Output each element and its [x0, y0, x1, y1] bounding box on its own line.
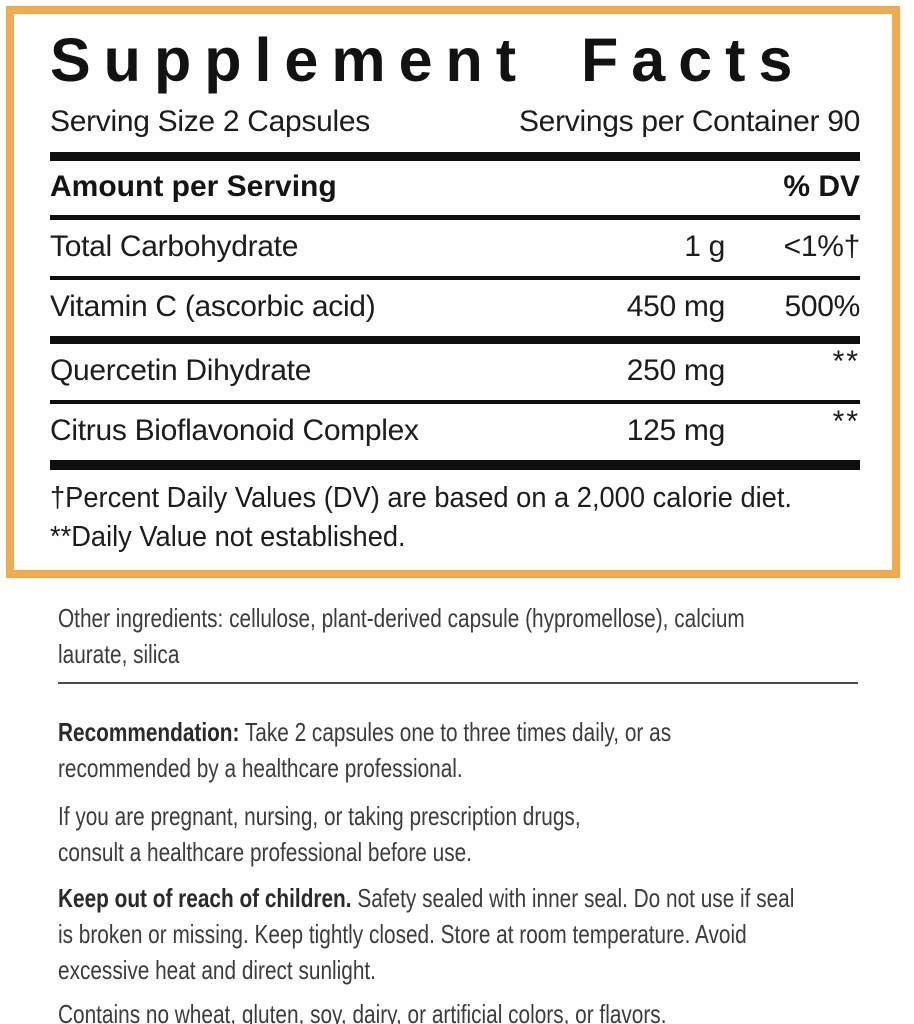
nutrient-dv: 500% — [784, 290, 860, 323]
serving-info-row: Serving Size 2 Capsules Servings per Con… — [50, 104, 860, 140]
other-ingredients-text: Other ingredients: cellulose, plant-deri… — [58, 603, 745, 669]
servings-per-container-text: Servings per Container 90 — [518, 105, 860, 138]
table-row-quercetin-dihydrate: Quercetin Dihydrate 250 mg ** — [50, 344, 860, 400]
section-divider-line — [58, 682, 858, 684]
nutrient-amount: 1 g — [684, 230, 725, 263]
recommendation-label: Recommendation: — [58, 717, 240, 747]
amount-per-serving-header: Amount per Serving — [50, 170, 337, 203]
supplement-info-section: Other ingredients: cellulose, plant-deri… — [58, 600, 858, 1024]
nutrient-name: Quercetin Dihydrate — [50, 354, 312, 387]
divider-thin — [50, 276, 860, 280]
divider-thick-bottom — [50, 460, 860, 470]
nutrient-amount: 250 mg — [626, 354, 726, 387]
allergen-statement-text: Contains no wheat, gluten, soy, dairy, o… — [58, 999, 667, 1024]
serving-size-text: Serving Size 2 Capsules — [50, 105, 370, 138]
nutrient-amount: 450 mg — [626, 290, 726, 323]
panel-title: Supplement Facts — [50, 26, 806, 94]
percent-dv-header: % DV — [783, 170, 860, 203]
divider-thick-top — [50, 152, 860, 161]
nutrient-dv: <1%† — [783, 230, 861, 263]
safety-warning-text: Keep out of reach of children. Safety se… — [58, 883, 795, 985]
nutrient-name: Total Carbohydrate — [50, 230, 299, 263]
nutrient-dv: ** — [832, 345, 860, 378]
table-header-row: Amount per Serving % DV — [50, 161, 860, 215]
table-row-total-carbohydrate: Total Carbohydrate 1 g <1%† — [50, 220, 860, 276]
table-row-vitamin-c: Vitamin C (ascorbic acid) 450 mg 500% — [50, 280, 860, 336]
dv-footnotes: †Percent Daily Values (DV) are based on … — [50, 482, 792, 553]
divider-medium — [50, 336, 860, 344]
recommendation-text: Recommendation: Take 2 capsules one to t… — [58, 717, 672, 783]
table-row-citrus-bioflavonoid: Citrus Bioflavonoid Complex 125 mg ** — [50, 404, 860, 460]
pregnancy-warning-text: If you are pregnant, nursing, or taking … — [58, 801, 581, 867]
nutrient-amount: 125 mg — [626, 414, 726, 447]
nutrient-name: Citrus Bioflavonoid Complex — [50, 414, 419, 447]
nutrient-name: Vitamin C (ascorbic acid) — [50, 290, 376, 323]
keep-out-of-reach-label: Keep out of reach of children. — [58, 883, 352, 913]
supplement-facts-panel: Supplement Facts Serving Size 2 Capsules… — [6, 6, 900, 578]
nutrient-dv: ** — [832, 405, 860, 438]
divider-thin — [50, 400, 860, 404]
divider-medium — [50, 215, 860, 220]
